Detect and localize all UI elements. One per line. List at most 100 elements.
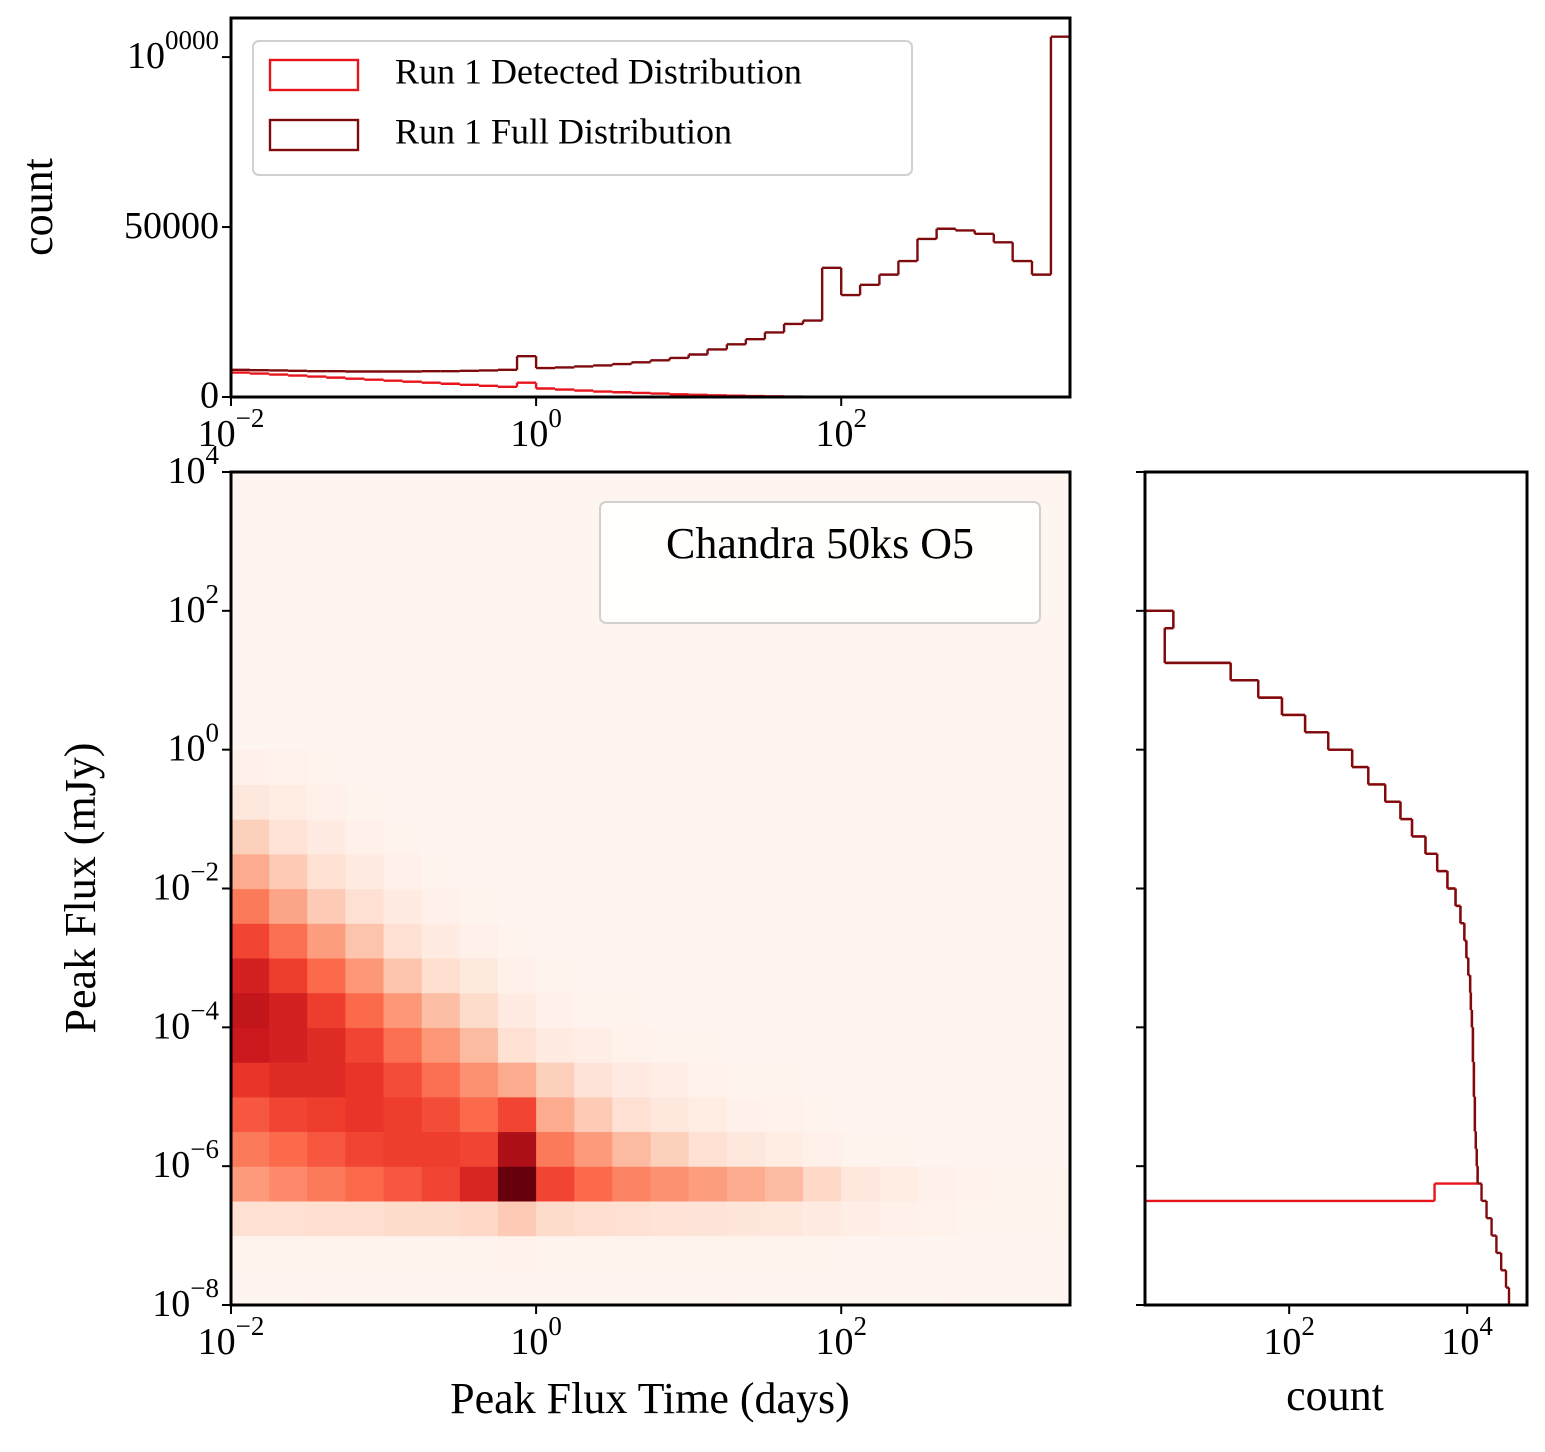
heatmap-cell [459,680,499,716]
heatmap-cell [421,1096,461,1133]
heatmap-cell [688,645,728,681]
heatmap-cell [993,714,1033,751]
heatmap-cell [345,610,385,647]
heatmap-cell [345,506,385,543]
heatmap-cell [803,1062,842,1098]
heatmap-cell [421,992,461,1028]
heatmap-cell [612,1062,652,1098]
heatmap-cell [955,923,995,959]
heatmap-cell [345,1200,385,1237]
tick-base: 10 [168,589,206,631]
heatmap-cell [383,749,423,785]
heatmap-cell [421,1062,461,1098]
heatmap-cell [231,645,270,681]
heatmap-cell [497,957,537,994]
heatmap-cell [650,714,690,751]
heatmap-cell [231,1062,270,1098]
heatmap-cell [612,1235,652,1271]
tick-exponent: 2 [206,579,220,609]
heatmap-cell [383,472,423,508]
heatmap-cell [497,1131,537,1167]
heatmap-cell [269,749,308,785]
heatmap-cell [879,1200,919,1237]
legend-label: Run 1 Detected Distribution [395,51,802,91]
heatmap-cell [459,1096,499,1133]
heatmap-cell [993,1200,1033,1237]
heatmap-cell [917,1166,957,1202]
tick-base: 10 [168,727,206,769]
heatmap-cell [917,749,957,785]
heatmap-cell [459,1166,499,1202]
heatmap-cell [726,1062,766,1098]
heatmap-cell [497,784,537,820]
tick-base: 10 [815,413,853,455]
heatmap-cell [764,923,804,959]
heatmap-cell [688,714,728,751]
y-tick-label: 0 [200,375,219,417]
heatmap-cell [955,749,995,785]
heatmap-cell [955,784,995,820]
y-tick-label: 10−6 [152,1134,219,1186]
heatmap-cell [955,1131,995,1167]
heatmap-cell [1031,1062,1070,1098]
heatmap-cell [383,1131,423,1167]
heatmap-cell [803,992,842,1028]
tick-base: 10 [198,413,236,455]
heatmap-cell [307,472,346,508]
heatmap-cell [345,1062,385,1098]
heatmap-cell [536,784,575,820]
heatmap-cell [231,819,270,855]
heatmap-cell [1031,1166,1070,1202]
heatmap-cell [955,1027,995,1063]
heatmap-cell [688,888,728,924]
heatmap-cell [993,1166,1033,1202]
axes-frame [229,16,1072,399]
heatmap-cell [536,506,575,543]
heatmap-cell [345,957,385,994]
heatmap-cell [803,714,842,751]
tick-base: 10 [815,1321,853,1363]
heatmap-cell [612,992,652,1028]
y-axis-label: Peak Flux (mJy) [56,743,105,1034]
heatmap-cell [993,923,1033,959]
heatmap-cell [459,853,499,890]
heatmap-cell [345,1235,385,1271]
heatmap-cell [1031,1270,1070,1305]
heatmap-cell [764,1235,804,1271]
heatmap-cell [955,888,995,924]
annotation: Chandra 50ks O5 [666,519,974,568]
heatmap-cell [841,923,881,959]
heatmap-cell [307,680,346,716]
heatmap-cell [917,680,957,716]
heatmap-cell [421,1200,461,1237]
heatmap-cell [307,645,346,681]
heatmap-cell [536,992,575,1028]
x-axis-label: Peak Flux Time (days) [450,1374,850,1423]
heatmap-cell [726,1096,766,1133]
heatmap-cell [993,819,1033,855]
heatmap-cell [421,784,461,820]
heatmap-cell [1031,888,1070,924]
tick-base: 10 [152,866,190,908]
tick-base: 10 [510,1321,548,1363]
heatmap-cell [459,957,499,994]
heatmap-cell [307,957,346,994]
heatmap-cell [574,992,613,1028]
heatmap-cell [612,1200,652,1237]
tick-exponent: 0 [548,1311,562,1341]
heatmap-cell [650,1131,690,1167]
heatmap-cell [726,714,766,751]
heatmap-cell [879,819,919,855]
legend-label: Run 1 Full Distribution [395,111,732,151]
heatmap-cell [917,1235,957,1271]
heatmap-cell [307,506,346,543]
plot-area [231,472,1070,1305]
heatmap-cell [231,888,270,924]
heatmap-cell [574,1062,613,1098]
heatmap-cell [231,784,270,820]
heatmap-cell [459,1235,499,1271]
heatmap-cell [955,992,995,1028]
heatmap-cell [307,992,346,1028]
heatmap-cell [764,784,804,820]
heatmap-cell [459,1131,499,1167]
